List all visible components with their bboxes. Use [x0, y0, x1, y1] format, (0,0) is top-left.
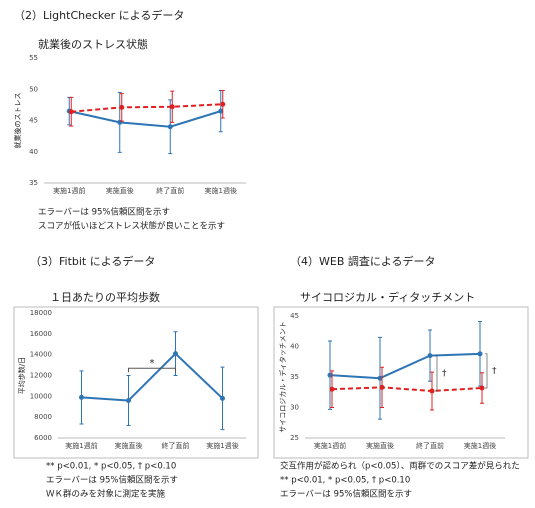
note: エラーバーは 95%信頼区間を示す [280, 489, 412, 500]
x-tick-label: 実施直後 [106, 186, 134, 195]
data-point [479, 385, 485, 391]
significance-bracket [435, 355, 438, 392]
data-point [119, 104, 125, 110]
note: エラーバーは 95%信頼区間を示す [38, 207, 170, 218]
y-tick-label: 25 [290, 434, 299, 442]
significance-mark: † [442, 369, 447, 379]
chart-frame [13, 306, 259, 459]
x-tick-label: 実施1週後 [205, 186, 237, 195]
note: ** p<0.01, * p<0.05, † p<0.10 [280, 476, 410, 486]
section-heading: （3）Fitbit によるデータ [30, 254, 155, 268]
x-tick-label: 実施1週前 [53, 186, 85, 195]
significance-bracket [485, 353, 488, 389]
y-tick-label: 35 [290, 373, 299, 381]
y-tick-label: 35 [29, 179, 38, 187]
y-tick-label: 10000 [30, 392, 52, 400]
x-tick-label: 実施直後 [115, 441, 143, 450]
data-point [379, 384, 385, 390]
note: ** p<0.01, * p<0.05, † p<0.10 [46, 462, 176, 472]
y-tick-label: 6000 [34, 434, 52, 442]
chart-title: 就業後のストレス状態 [38, 37, 148, 51]
data-point [68, 109, 74, 115]
data-point [126, 398, 131, 403]
y-tick-label: 16000 [30, 330, 52, 338]
x-tick-label: 実施直後 [366, 441, 394, 450]
x-tick-label: 実施1週前 [314, 441, 346, 450]
note: ＷＫ群のみを対象に測定を実施 [46, 489, 166, 500]
y-tick-label: 8000 [34, 413, 52, 421]
series-line [331, 386, 483, 393]
series-line [71, 103, 223, 113]
y-tick-label: 30 [290, 404, 299, 412]
note: スコアが低いほどストレス状態が良いことを示す [38, 221, 225, 232]
chart-title: サイコロジカル・ディタッチメント [300, 290, 475, 304]
data-point [218, 108, 224, 114]
data-point [429, 388, 435, 394]
section-heading: （4）WEB 調査によるデータ [290, 254, 436, 268]
x-tick-label: 実施1週前 [65, 441, 97, 450]
data-point [220, 101, 226, 107]
data-point [329, 386, 335, 392]
x-tick-label: 終了直前 [416, 441, 444, 450]
note: 交互作用が認められ（p<0.05）、両群でのスコア差が見られた [280, 461, 520, 472]
y-tick-label: 45 [290, 312, 299, 320]
y-tick-label: 40 [290, 343, 299, 351]
y-axis-label: サイコロジカル・ディタッチメント [278, 321, 287, 433]
y-tick-label: 45 [29, 117, 38, 125]
chart-title: １日あたりの平均歩数 [50, 290, 160, 304]
data-point [477, 351, 483, 357]
x-tick-label: 終了直前 [162, 441, 190, 450]
data-point [173, 351, 178, 357]
y-tick-label: 55 [29, 54, 38, 62]
data-point [167, 124, 173, 130]
data-point [79, 394, 84, 400]
significance-bracket [128, 367, 176, 373]
note: エラーバーは 95%信頼区間を示す [46, 475, 178, 486]
data-point [377, 375, 383, 381]
y-tick-label: 40 [29, 148, 38, 156]
section-heading: （2）LightChecker によるデータ [14, 8, 184, 22]
data-point [220, 395, 225, 401]
data-point [427, 353, 433, 359]
chart-frame [273, 306, 529, 459]
y-tick-label: 50 [29, 85, 38, 93]
significance-mark: * [150, 358, 155, 369]
y-tick-label: 18000 [30, 309, 52, 317]
y-axis-label: 平均歩数/日 [17, 357, 26, 394]
series-line [329, 352, 481, 380]
data-point [327, 372, 333, 378]
y-axis-label: 就業後のストレス [13, 93, 22, 149]
significance-mark: † [492, 366, 497, 376]
y-tick-label: 14000 [30, 351, 52, 359]
y-tick-label: 12000 [30, 372, 52, 380]
series-line [81, 352, 224, 402]
series-line [69, 110, 222, 128]
x-tick-label: 終了直前 [156, 186, 184, 195]
x-tick-label: 実施1週後 [464, 441, 496, 450]
data-point [169, 104, 175, 110]
x-tick-label: 実施1週後 [206, 441, 238, 450]
